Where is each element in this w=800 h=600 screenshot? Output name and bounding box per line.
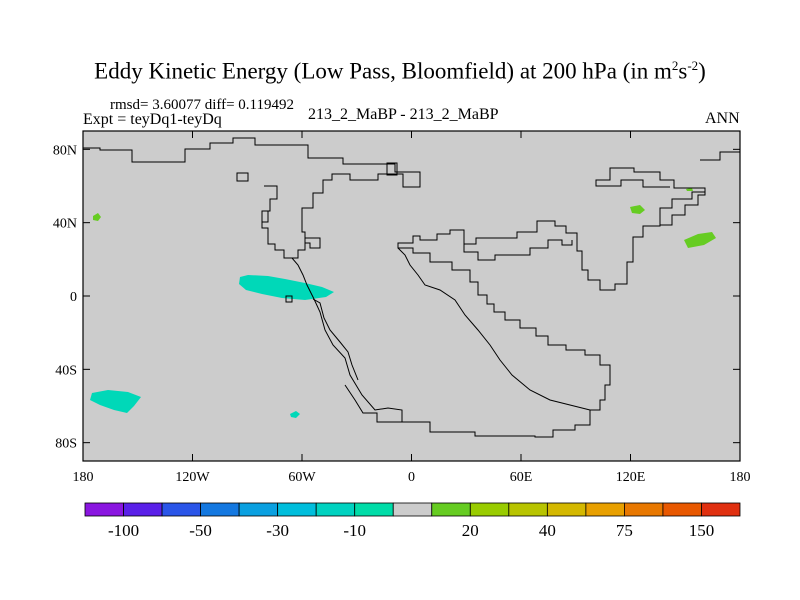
- x-axis: 180 120W 60W 0 60E 120E 180: [73, 131, 751, 485]
- colorbar-label: -10: [343, 521, 366, 540]
- x-tick-label: 60W: [288, 470, 316, 485]
- x-tick-label: 180: [73, 470, 94, 485]
- x-tick-label: 60E: [510, 470, 533, 485]
- coastline-americas: [284, 257, 403, 423]
- x-tick-label: 120E: [616, 470, 646, 485]
- colorbar-swatch: [585, 502, 625, 517]
- coastline-greenland: [386, 162, 398, 176]
- x-tick-label: 180: [730, 470, 751, 485]
- colorbar-swatch: [662, 502, 702, 517]
- coastline-africa: [397, 247, 591, 411]
- colorbar-swatch: [701, 502, 741, 517]
- anomaly-patches: [90, 188, 716, 418]
- anomaly-patch-north-pacific-small: [686, 188, 693, 191]
- map-background: [83, 131, 740, 461]
- anomaly-patch-southern-pacific: [90, 390, 141, 413]
- colorbar-label: -30: [266, 521, 289, 540]
- colorbar-swatch: [161, 502, 201, 517]
- coastline-eurasia-inner: [463, 239, 573, 261]
- colorbar-swatch: [123, 502, 163, 517]
- anomaly-patch-north-pacific: [684, 232, 716, 248]
- colorbar-swatch: [392, 502, 433, 517]
- colorbar-label: 75: [616, 521, 633, 540]
- y-tick-label: 40S: [55, 363, 77, 378]
- coastline-arctic: [83, 137, 421, 259]
- coastlines: [83, 137, 741, 438]
- colorbar-swatch: [315, 502, 356, 517]
- case-label: 213_2_MaBP - 213_2_MaBP: [308, 106, 499, 123]
- colorbar-swatch: [84, 502, 124, 517]
- colorbar-swatch: [238, 502, 279, 517]
- figure-title: Eddy Kinetic Energy (Low Pass, Bloomfiel…: [94, 58, 706, 84]
- anomaly-patch-south-small: [290, 411, 300, 418]
- anomaly-patch-pacific-west: [93, 213, 101, 221]
- colorbar: -100 -50 -30 -10 20 40 75 150: [84, 502, 741, 540]
- y-tick-label: 80N: [53, 143, 77, 158]
- coastline-hudson: [262, 210, 269, 223]
- anomaly-patch-tropical-pacific: [239, 275, 334, 300]
- colorbar-swatch: [469, 502, 510, 517]
- colorbar-swatch: [200, 502, 240, 517]
- coastline-gulf: [305, 237, 321, 249]
- y-tick-label: 0: [70, 290, 77, 305]
- colorbar-label: 20: [462, 521, 479, 540]
- colorbar-label: -50: [189, 521, 212, 540]
- colorbar-swatch: [546, 502, 587, 517]
- x-tick-label: 0: [408, 470, 415, 485]
- coastline-east-asia: [660, 188, 706, 226]
- colorbar-swatch: [277, 502, 317, 517]
- coastline-baffin: [236, 172, 249, 182]
- x-tick-label: 120W: [175, 470, 210, 485]
- stats-text: rmsd= 3.60077 diff= 0.119492: [110, 97, 294, 113]
- colorbar-swatch: [508, 502, 548, 517]
- coastline-south-america-east: [312, 298, 359, 381]
- y-tick-label: 40N: [53, 217, 77, 232]
- coastline-antarctica: [397, 167, 706, 438]
- colorbar-swatch: [624, 502, 664, 517]
- colorbar-label: -100: [108, 521, 139, 540]
- season-label: ANN: [705, 110, 740, 127]
- anomaly-patch-east-asia: [630, 205, 645, 214]
- colorbar-label: 150: [689, 521, 715, 540]
- coastline-small-island: [285, 295, 293, 303]
- experiment-label: Expt = teyDq1-teyDq: [83, 111, 222, 128]
- y-axis: 80N 40N 0 40S 80S: [53, 143, 740, 452]
- colorbar-swatch: [354, 502, 394, 517]
- y-tick-label: 80S: [55, 437, 77, 452]
- colorbar-label: 40: [539, 521, 556, 540]
- colorbar-swatch: [431, 502, 471, 517]
